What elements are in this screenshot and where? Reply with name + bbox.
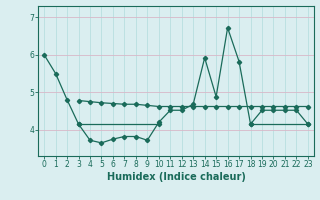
- X-axis label: Humidex (Indice chaleur): Humidex (Indice chaleur): [107, 172, 245, 182]
